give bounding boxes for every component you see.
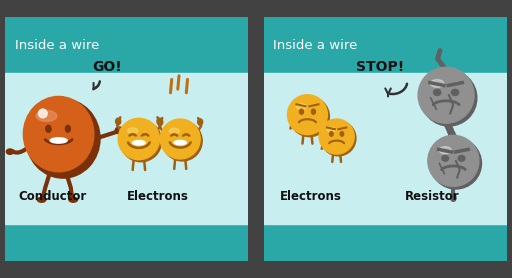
Ellipse shape (115, 127, 124, 134)
Ellipse shape (157, 118, 162, 125)
Text: Inside a wire: Inside a wire (15, 39, 99, 52)
Ellipse shape (133, 140, 145, 145)
Ellipse shape (158, 119, 163, 125)
Ellipse shape (330, 132, 333, 136)
Circle shape (446, 125, 452, 131)
Text: Electrons: Electrons (280, 190, 342, 203)
Ellipse shape (296, 104, 307, 110)
Ellipse shape (127, 128, 138, 134)
Ellipse shape (6, 149, 14, 154)
Text: Resistor: Resistor (404, 190, 459, 203)
Ellipse shape (458, 155, 465, 161)
Circle shape (431, 138, 481, 189)
Ellipse shape (198, 119, 203, 125)
Circle shape (421, 70, 477, 126)
Ellipse shape (66, 125, 70, 132)
Ellipse shape (451, 195, 456, 201)
Ellipse shape (116, 118, 121, 125)
Text: Inside a wire: Inside a wire (273, 39, 358, 52)
Ellipse shape (431, 80, 444, 87)
Circle shape (428, 135, 479, 187)
Circle shape (444, 122, 451, 128)
Text: GO!: GO! (93, 60, 122, 74)
Circle shape (162, 121, 202, 161)
Circle shape (38, 109, 47, 118)
Ellipse shape (340, 132, 344, 136)
Ellipse shape (24, 96, 94, 172)
Circle shape (443, 119, 449, 125)
Circle shape (319, 119, 354, 154)
Ellipse shape (300, 109, 304, 114)
Ellipse shape (69, 197, 77, 202)
Ellipse shape (46, 125, 51, 132)
Ellipse shape (442, 155, 449, 161)
Circle shape (321, 121, 356, 156)
Ellipse shape (169, 128, 179, 134)
Circle shape (288, 95, 327, 135)
Ellipse shape (26, 99, 100, 178)
Circle shape (451, 134, 456, 140)
Ellipse shape (327, 127, 336, 132)
Ellipse shape (439, 147, 452, 154)
Ellipse shape (37, 197, 46, 202)
Circle shape (118, 118, 160, 160)
Circle shape (120, 120, 162, 162)
Ellipse shape (174, 140, 186, 145)
Ellipse shape (452, 89, 459, 96)
Bar (264, 73, 507, 224)
Ellipse shape (434, 89, 441, 96)
Ellipse shape (50, 138, 67, 143)
Circle shape (447, 128, 454, 134)
Text: Conductor: Conductor (18, 190, 87, 203)
Ellipse shape (36, 110, 57, 121)
Bar (5, 73, 248, 224)
Text: Electrons: Electrons (127, 190, 188, 203)
Circle shape (289, 97, 329, 136)
Circle shape (449, 131, 455, 136)
Text: STOP!: STOP! (356, 60, 404, 74)
Ellipse shape (311, 109, 315, 114)
Circle shape (160, 119, 200, 159)
Circle shape (418, 67, 474, 123)
